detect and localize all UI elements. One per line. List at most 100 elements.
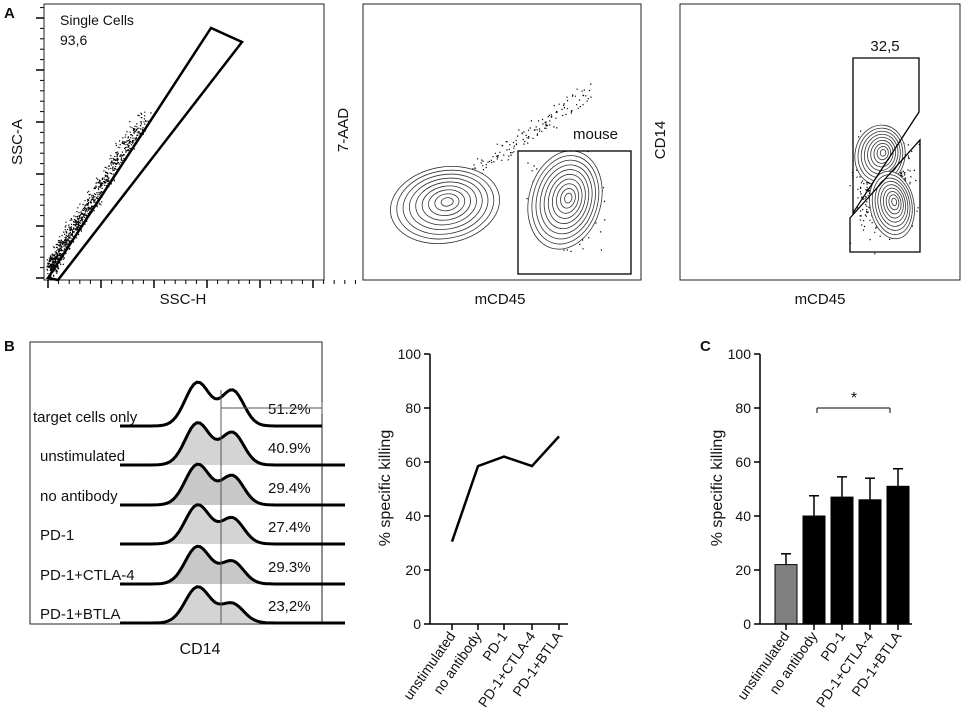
y-tick-label: 100 — [728, 346, 752, 362]
y-tick-label: 80 — [405, 400, 421, 416]
histogram-row-value: 27.4% — [268, 519, 311, 536]
contour-ring — [409, 177, 483, 230]
bar — [886, 485, 910, 625]
bar — [830, 496, 854, 625]
contour-ring — [871, 174, 913, 235]
plot-single-cells: Single Cells 93,6 SSC-H SSC-A — [9, 3, 356, 308]
contour-ring — [556, 183, 580, 214]
plot-frame — [679, 3, 961, 281]
contour-ring — [876, 146, 889, 161]
y-axis-label: % specific killing — [377, 430, 394, 546]
histogram-row-label: PD-1+CTLA-4 — [40, 567, 135, 584]
histogram-curve — [120, 380, 322, 428]
single-cells-gate — [45, 26, 244, 282]
scatter-dots — [46, 111, 152, 278]
plot-frame — [43, 3, 325, 281]
y-axis-label: % specific killing — [709, 430, 726, 546]
contour-ring — [543, 169, 590, 230]
contour-ring — [885, 191, 902, 215]
y-tick-label: 100 — [398, 346, 422, 362]
significance-star: * — [851, 390, 857, 407]
histogram-row-value: 40.9% — [268, 440, 311, 457]
histogram-fill — [155, 464, 320, 505]
contour-ring — [888, 194, 900, 211]
histogram-fill — [155, 422, 320, 465]
bar — [774, 564, 798, 625]
axis-ticks — [36, 7, 356, 288]
contour-ring — [877, 180, 909, 227]
histogram-row-label: no antibody — [40, 488, 118, 505]
gate-title: Single Cells — [60, 12, 134, 28]
contour-ring — [879, 149, 887, 157]
contour-ring — [874, 177, 911, 231]
histogram-row-label: PD-1+BTLA — [40, 606, 120, 623]
y-axis-label: SSC-A — [9, 119, 26, 165]
contour-ring — [882, 187, 904, 219]
contour-populations — [390, 150, 603, 250]
plot-frame — [362, 3, 642, 281]
histogram-row-label: PD-1 — [40, 527, 74, 544]
mouse-gate — [517, 150, 632, 275]
cd14-low-gate — [849, 138, 921, 253]
gate-label: mouse — [573, 126, 618, 143]
histogram-curve — [120, 421, 345, 467]
axes — [754, 353, 912, 630]
x-axis-label: CD14 — [180, 641, 221, 658]
panel-label-a: A — [4, 5, 15, 22]
contour-ring — [428, 189, 466, 216]
bars — [774, 468, 910, 625]
contour-ring — [863, 133, 899, 175]
x-axis-label: mCD45 — [475, 291, 526, 308]
contour-ring — [880, 184, 906, 223]
y-tick-label: 0 — [743, 616, 751, 632]
histogram-row-value: 23,2% — [268, 598, 311, 615]
bar — [802, 515, 826, 625]
contour-ring — [551, 178, 583, 219]
plot-cd14: 32,5 mCD45 CD14 — [652, 3, 961, 308]
y-tick-label: 80 — [735, 400, 751, 416]
histogram-curve — [120, 544, 345, 586]
bar — [858, 499, 882, 625]
histogram-curve — [120, 503, 345, 546]
gate-value: 32,5 — [870, 38, 899, 55]
contour-ring — [396, 169, 495, 240]
contour-ring — [402, 173, 489, 235]
contour-ring — [527, 150, 603, 250]
y-axis-label: CD14 — [652, 121, 669, 159]
contour-ring — [891, 197, 898, 207]
y-tick-label: 40 — [735, 508, 751, 524]
contour-ring — [415, 181, 477, 226]
histogram-row-label: unstimulated — [40, 448, 125, 465]
x-axis-label: mCD45 — [795, 291, 846, 308]
gate-value: 93,6 — [60, 32, 87, 48]
plot-7aad: mouse mCD45 7-AAD — [335, 3, 642, 308]
plot-frame — [29, 341, 323, 625]
contour-ring — [870, 140, 894, 168]
y-axis-label: 7-AAD — [335, 108, 352, 152]
histogram-row-value: 29.3% — [268, 559, 311, 576]
panel-label-b: B — [4, 338, 15, 355]
histogram-curve — [120, 585, 345, 625]
contour-ring — [434, 193, 460, 212]
histogram-fill — [155, 504, 320, 544]
y-tick-label: 20 — [405, 562, 421, 578]
y-tick-label: 60 — [405, 454, 421, 470]
y-tick-label: 0 — [413, 616, 421, 632]
contour-populations — [854, 124, 915, 240]
histogram-row-value: 51.2% — [268, 401, 311, 418]
contour-ring — [560, 188, 576, 209]
contour-ring — [547, 173, 586, 224]
panel-label-c: C — [700, 338, 711, 355]
contour-ring — [390, 165, 500, 245]
histogram-fill — [155, 586, 320, 623]
contour-ring — [867, 136, 896, 171]
axes — [424, 353, 568, 630]
cd14-high-gate — [852, 57, 920, 216]
histogram-row-label: target cells only — [33, 409, 138, 426]
histogram-curve — [120, 462, 345, 507]
y-tick-label: 20 — [735, 562, 751, 578]
